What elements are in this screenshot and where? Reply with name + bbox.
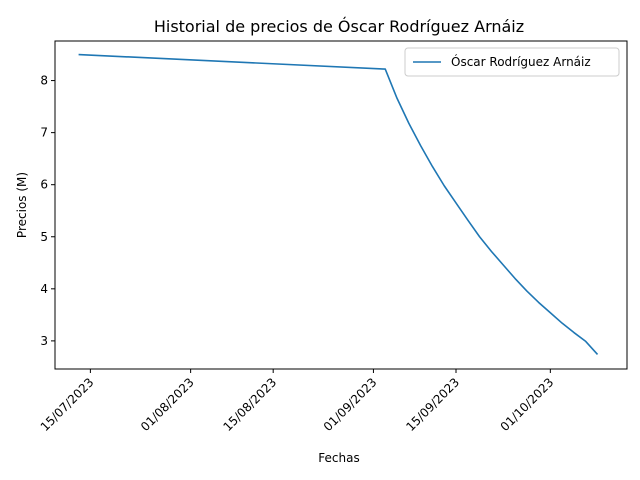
y-tick-label: 6 xyxy=(40,178,48,192)
legend: Óscar Rodríguez Arnáiz xyxy=(404,47,620,77)
y-tick-label: 7 xyxy=(40,126,48,140)
y-tick-label: 3 xyxy=(40,334,48,348)
legend-label: Óscar Rodríguez Arnáiz xyxy=(451,54,591,69)
series-layer xyxy=(78,53,599,355)
chart-title: Historial de precios de Óscar Rodríguez … xyxy=(154,17,524,36)
y-axis-label: Precios (M) xyxy=(15,172,29,238)
x-axis-label: Fechas xyxy=(318,451,359,465)
series-line xyxy=(78,53,599,355)
y-tick-label: 5 xyxy=(40,230,48,244)
legend-box xyxy=(404,47,620,77)
axes-frame xyxy=(54,40,628,370)
y-tick-label: 8 xyxy=(40,74,48,88)
y-tick-label: 4 xyxy=(40,282,48,296)
y-axis-ticks: 3 4 5 6 7 8 xyxy=(40,74,55,348)
